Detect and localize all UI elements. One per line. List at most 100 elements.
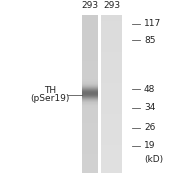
Bar bbox=[82, 142, 98, 143]
Bar bbox=[101, 123, 122, 124]
Bar bbox=[101, 34, 122, 35]
Bar bbox=[101, 59, 122, 60]
Bar bbox=[82, 115, 98, 116]
Bar bbox=[101, 22, 122, 23]
Bar bbox=[82, 38, 98, 39]
Bar bbox=[101, 112, 122, 113]
Bar bbox=[101, 34, 122, 35]
Bar bbox=[101, 119, 122, 120]
Bar bbox=[101, 24, 122, 25]
Bar bbox=[101, 49, 122, 50]
Bar bbox=[82, 36, 98, 37]
Bar bbox=[101, 172, 122, 173]
Bar bbox=[101, 150, 122, 151]
Bar bbox=[101, 98, 122, 99]
Bar bbox=[101, 54, 122, 55]
Bar bbox=[101, 85, 122, 86]
Bar bbox=[101, 50, 122, 51]
Bar bbox=[101, 79, 122, 80]
Bar bbox=[82, 103, 98, 104]
Bar bbox=[82, 98, 98, 99]
Bar bbox=[101, 90, 122, 91]
Bar bbox=[101, 15, 122, 16]
Bar bbox=[82, 52, 98, 53]
Bar bbox=[82, 28, 98, 29]
Bar bbox=[82, 119, 98, 120]
Bar bbox=[101, 116, 122, 117]
Bar bbox=[82, 164, 98, 165]
Bar bbox=[101, 163, 122, 164]
Bar bbox=[82, 110, 98, 111]
Bar bbox=[101, 158, 122, 159]
Bar bbox=[101, 93, 122, 94]
Bar bbox=[101, 118, 122, 119]
Bar bbox=[82, 129, 98, 130]
Bar bbox=[101, 35, 122, 36]
Bar bbox=[82, 153, 98, 154]
Bar bbox=[82, 73, 98, 74]
Bar bbox=[82, 151, 98, 152]
Bar bbox=[101, 72, 122, 73]
Bar bbox=[82, 113, 98, 114]
Bar bbox=[82, 96, 98, 97]
Bar bbox=[82, 91, 98, 92]
Bar bbox=[101, 84, 122, 85]
Bar bbox=[101, 97, 122, 98]
Bar bbox=[101, 106, 122, 107]
Bar bbox=[82, 150, 98, 151]
Bar bbox=[82, 142, 98, 143]
Bar bbox=[82, 158, 98, 159]
Bar bbox=[82, 162, 98, 163]
Bar bbox=[82, 86, 98, 87]
Bar bbox=[82, 92, 98, 93]
Bar bbox=[101, 76, 122, 77]
Bar bbox=[82, 149, 98, 150]
Bar bbox=[101, 64, 122, 65]
Bar bbox=[82, 164, 98, 165]
Bar bbox=[82, 75, 98, 76]
Bar bbox=[82, 170, 98, 171]
Bar bbox=[101, 134, 122, 135]
Bar bbox=[82, 162, 98, 163]
Bar bbox=[82, 26, 98, 27]
Bar bbox=[101, 145, 122, 146]
Bar bbox=[82, 45, 98, 46]
Bar bbox=[101, 144, 122, 145]
Bar bbox=[82, 156, 98, 157]
Bar bbox=[101, 153, 122, 154]
Bar bbox=[101, 137, 122, 138]
Bar bbox=[101, 23, 122, 24]
Bar bbox=[101, 140, 122, 141]
Bar bbox=[82, 94, 98, 95]
Bar bbox=[101, 29, 122, 30]
Bar bbox=[101, 104, 122, 105]
Bar bbox=[82, 145, 98, 146]
Bar bbox=[101, 44, 122, 45]
Bar bbox=[82, 63, 98, 64]
Bar bbox=[101, 108, 122, 109]
Bar bbox=[82, 72, 98, 73]
Bar bbox=[82, 56, 98, 57]
Bar bbox=[101, 126, 122, 127]
Bar bbox=[82, 106, 98, 107]
Text: (kD): (kD) bbox=[144, 156, 163, 165]
Bar bbox=[101, 45, 122, 46]
Bar bbox=[101, 143, 122, 144]
Bar bbox=[101, 26, 122, 27]
Bar bbox=[101, 30, 122, 31]
Bar bbox=[82, 73, 98, 74]
Bar bbox=[82, 96, 98, 97]
Bar bbox=[82, 15, 98, 16]
Bar bbox=[82, 101, 98, 102]
Bar bbox=[82, 108, 98, 109]
Bar bbox=[101, 120, 122, 121]
Bar bbox=[82, 82, 98, 83]
Bar bbox=[101, 57, 122, 58]
Bar bbox=[101, 92, 122, 93]
Bar bbox=[82, 122, 98, 123]
Bar bbox=[82, 35, 98, 36]
Bar bbox=[82, 127, 98, 128]
Bar bbox=[82, 64, 98, 65]
Bar bbox=[101, 48, 122, 49]
Bar bbox=[101, 162, 122, 163]
